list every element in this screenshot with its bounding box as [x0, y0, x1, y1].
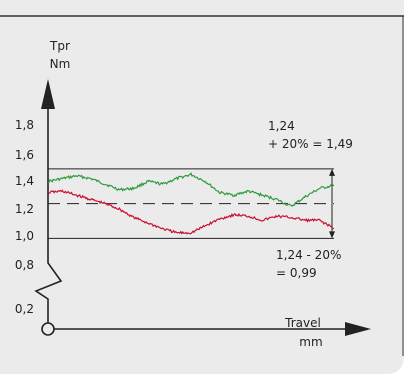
axis-origin — [41, 322, 55, 336]
series-line-upper — [47, 172, 335, 208]
y-axis-label-top: Tpr — [49, 39, 70, 53]
y-axis-label-unit: Nm — [50, 57, 71, 71]
y-axis-line — [34, 108, 63, 329]
tolerance-up-arrowhead — [329, 168, 335, 176]
x-axis-label-unit: mm — [299, 335, 322, 349]
x-axis-arrow — [345, 322, 371, 336]
tolerance-down-arrowhead — [329, 231, 335, 239]
y-tick-label: 1,2 — [15, 202, 34, 216]
x-axis-label-top: Travel — [284, 316, 321, 330]
y-axis-arrow — [41, 79, 55, 109]
lower-annotation-line2: = 0,99 — [276, 266, 317, 280]
y-tick-label: 0,8 — [15, 258, 34, 272]
series-line-lower — [47, 189, 335, 235]
y-tick-label: 0,2 — [15, 302, 34, 316]
y-tick-label: 1,4 — [15, 174, 34, 188]
upper-annotation-line2: + 20% = 1,49 — [268, 137, 353, 151]
y-tick-label: 1,6 — [15, 148, 34, 162]
y-tick-label: 1,0 — [15, 229, 34, 243]
lower-annotation-line1: 1,24 - 20% — [276, 248, 341, 262]
upper-annotation-line1: 1,24 — [268, 119, 295, 133]
y-tick-label: 1,8 — [15, 118, 34, 132]
